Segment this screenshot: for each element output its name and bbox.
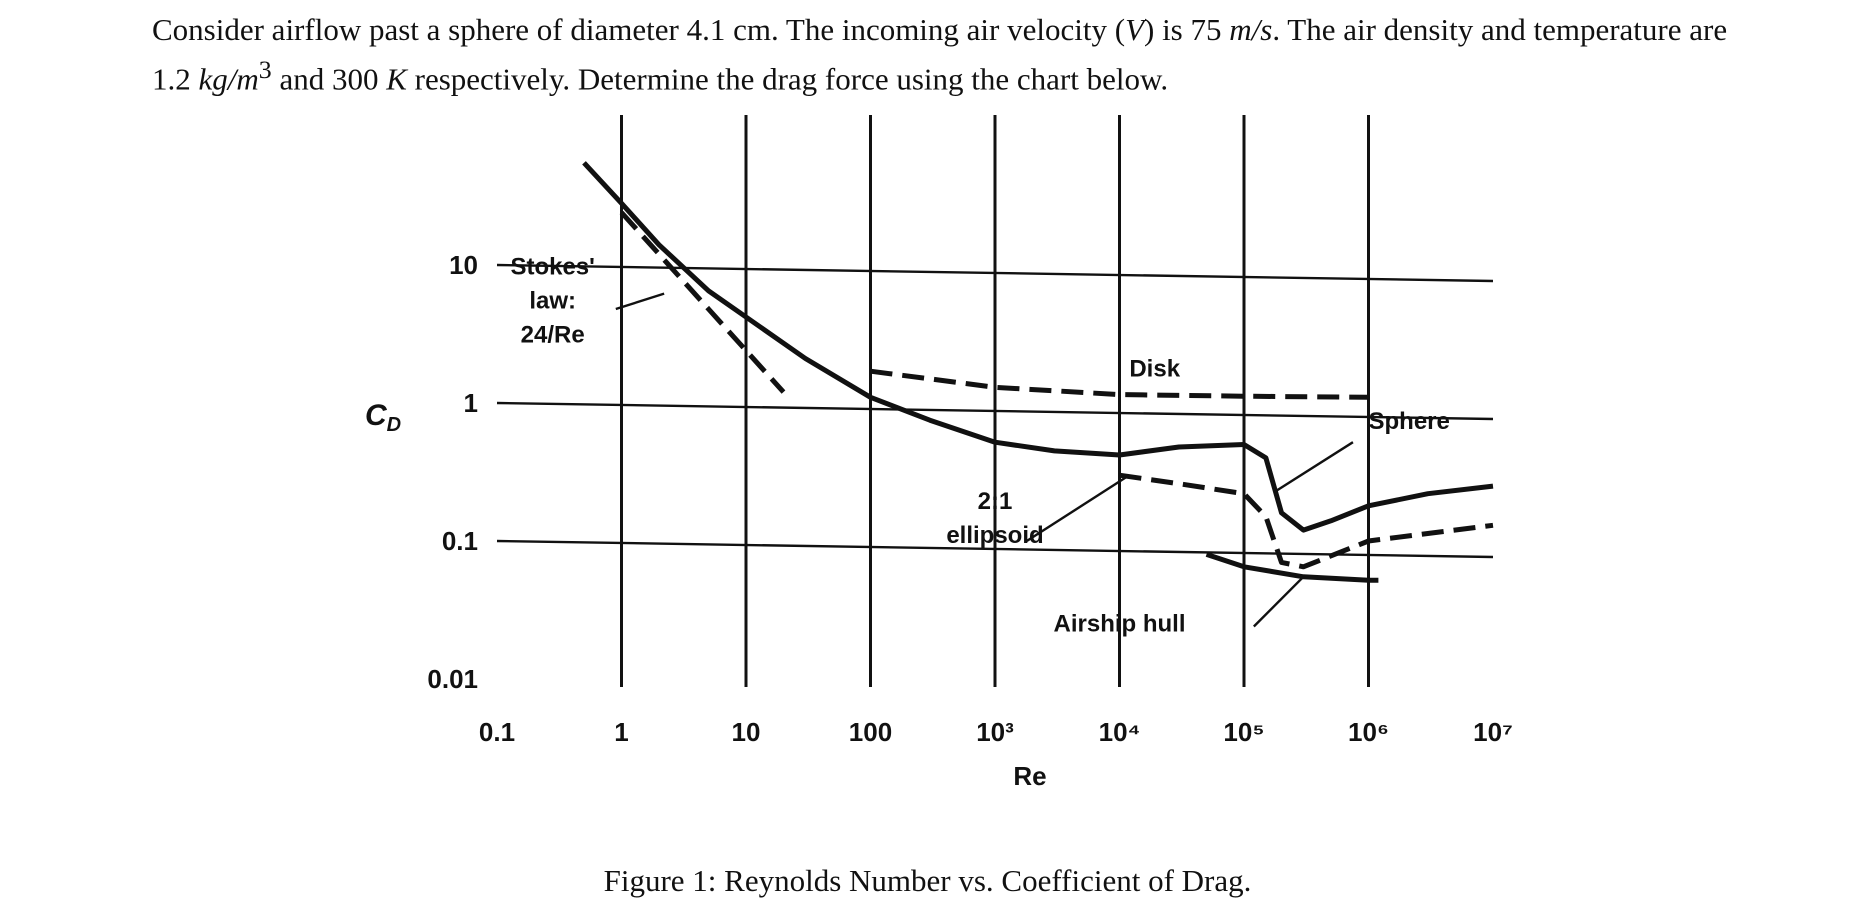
series-line-disk bbox=[870, 368, 1369, 400]
annotation-label-line: Airship hull bbox=[1054, 611, 1186, 638]
problem-text-3: . The air density and temperature are 1.… bbox=[152, 12, 1728, 97]
x-tick-label: 100 bbox=[849, 717, 892, 747]
x-tick-label: 1 bbox=[614, 717, 628, 747]
grid-layer bbox=[496, 115, 1494, 687]
figure-caption: Figure 1: Reynolds Number vs. Coefficien… bbox=[603, 863, 1252, 898]
series-line-2-1-ellipsoid bbox=[1119, 472, 1494, 570]
annotation-leader-line bbox=[1026, 474, 1131, 543]
annotation-label-line: 24/Re bbox=[521, 322, 585, 349]
y-tick-label: 0.01 bbox=[427, 664, 478, 694]
problem-statement: Consider airflow past a sphere of diamet… bbox=[152, 10, 1732, 99]
annotation-label-line: Sphere bbox=[1369, 408, 1450, 435]
x-tick-label: 0.1 bbox=[479, 717, 515, 747]
y-axis-label-subscript: D bbox=[387, 414, 401, 436]
temperature-unit: K bbox=[386, 61, 407, 97]
x-axis-label: Re bbox=[1013, 761, 1046, 791]
y-axis-label: CD bbox=[365, 399, 401, 436]
velocity-unit: m/s bbox=[1229, 12, 1273, 47]
velocity-symbol: V bbox=[1125, 12, 1144, 47]
problem-text-5: respectively. Determine the drag force u… bbox=[406, 61, 1169, 97]
y-tick-label: 1 bbox=[464, 388, 478, 418]
series-line-stokes-law-24-re bbox=[619, 210, 786, 394]
annotation-layer: Stokes' law: 24/Re Disk Sphere 2:1 ellipsoid Ai… bbox=[510, 254, 1449, 638]
y-tick-label: 0.1 bbox=[442, 526, 478, 556]
drag-coefficient-chart: Stokes' law: 24/Re Disk Sphere 2:1 ellipsoid Ai… bbox=[365, 115, 1513, 791]
x-tick-label: 10⁴ bbox=[1099, 717, 1141, 747]
problem-text-1: Consider airflow past a sphere of diamet… bbox=[152, 12, 1126, 47]
x-tick-label: 10⁷ bbox=[1473, 717, 1513, 747]
series-line-airship-hull bbox=[1205, 552, 1379, 583]
problem-text-2: ) is 75 bbox=[1144, 12, 1230, 47]
annotation-label: Disk bbox=[1129, 356, 1180, 383]
x-tick-label: 10⁵ bbox=[1223, 717, 1264, 747]
x-tick-label: 10⁶ bbox=[1348, 717, 1389, 747]
series-layer bbox=[582, 161, 1494, 583]
annotation-label: 2:1 ellipsoid bbox=[946, 488, 1043, 549]
density-unit: kg/m bbox=[198, 61, 259, 97]
annotation-label-line: Disk bbox=[1129, 356, 1180, 383]
annotation-label-line: ellipsoid bbox=[946, 522, 1043, 549]
problem-text-4: and 300 bbox=[271, 61, 387, 97]
y-tick-label: 10 bbox=[449, 250, 478, 280]
drag-coefficient-figure: Stokes' law: 24/Re Disk Sphere 2:1 ellipsoid Ai… bbox=[365, 115, 1513, 791]
density-exponent: 3 bbox=[258, 55, 272, 84]
annotation-label: Sphere bbox=[1369, 408, 1450, 435]
annotation-label-line: 2:1 bbox=[978, 488, 1013, 515]
annotation-label-line: Stokes' bbox=[510, 254, 594, 281]
annotation-label: Stokes' law: 24/Re bbox=[510, 254, 594, 349]
annotation-leader-line bbox=[615, 292, 665, 311]
x-tick-label: 10 bbox=[732, 717, 761, 747]
annotation-label: Airship hull bbox=[1054, 611, 1186, 638]
series-line-sphere bbox=[582, 161, 1494, 533]
annotation-leader-line bbox=[1253, 575, 1305, 628]
annotation-label-line: law: bbox=[529, 288, 576, 315]
annotation-leader-line bbox=[1275, 441, 1354, 493]
x-tick-label: 10³ bbox=[976, 717, 1014, 747]
